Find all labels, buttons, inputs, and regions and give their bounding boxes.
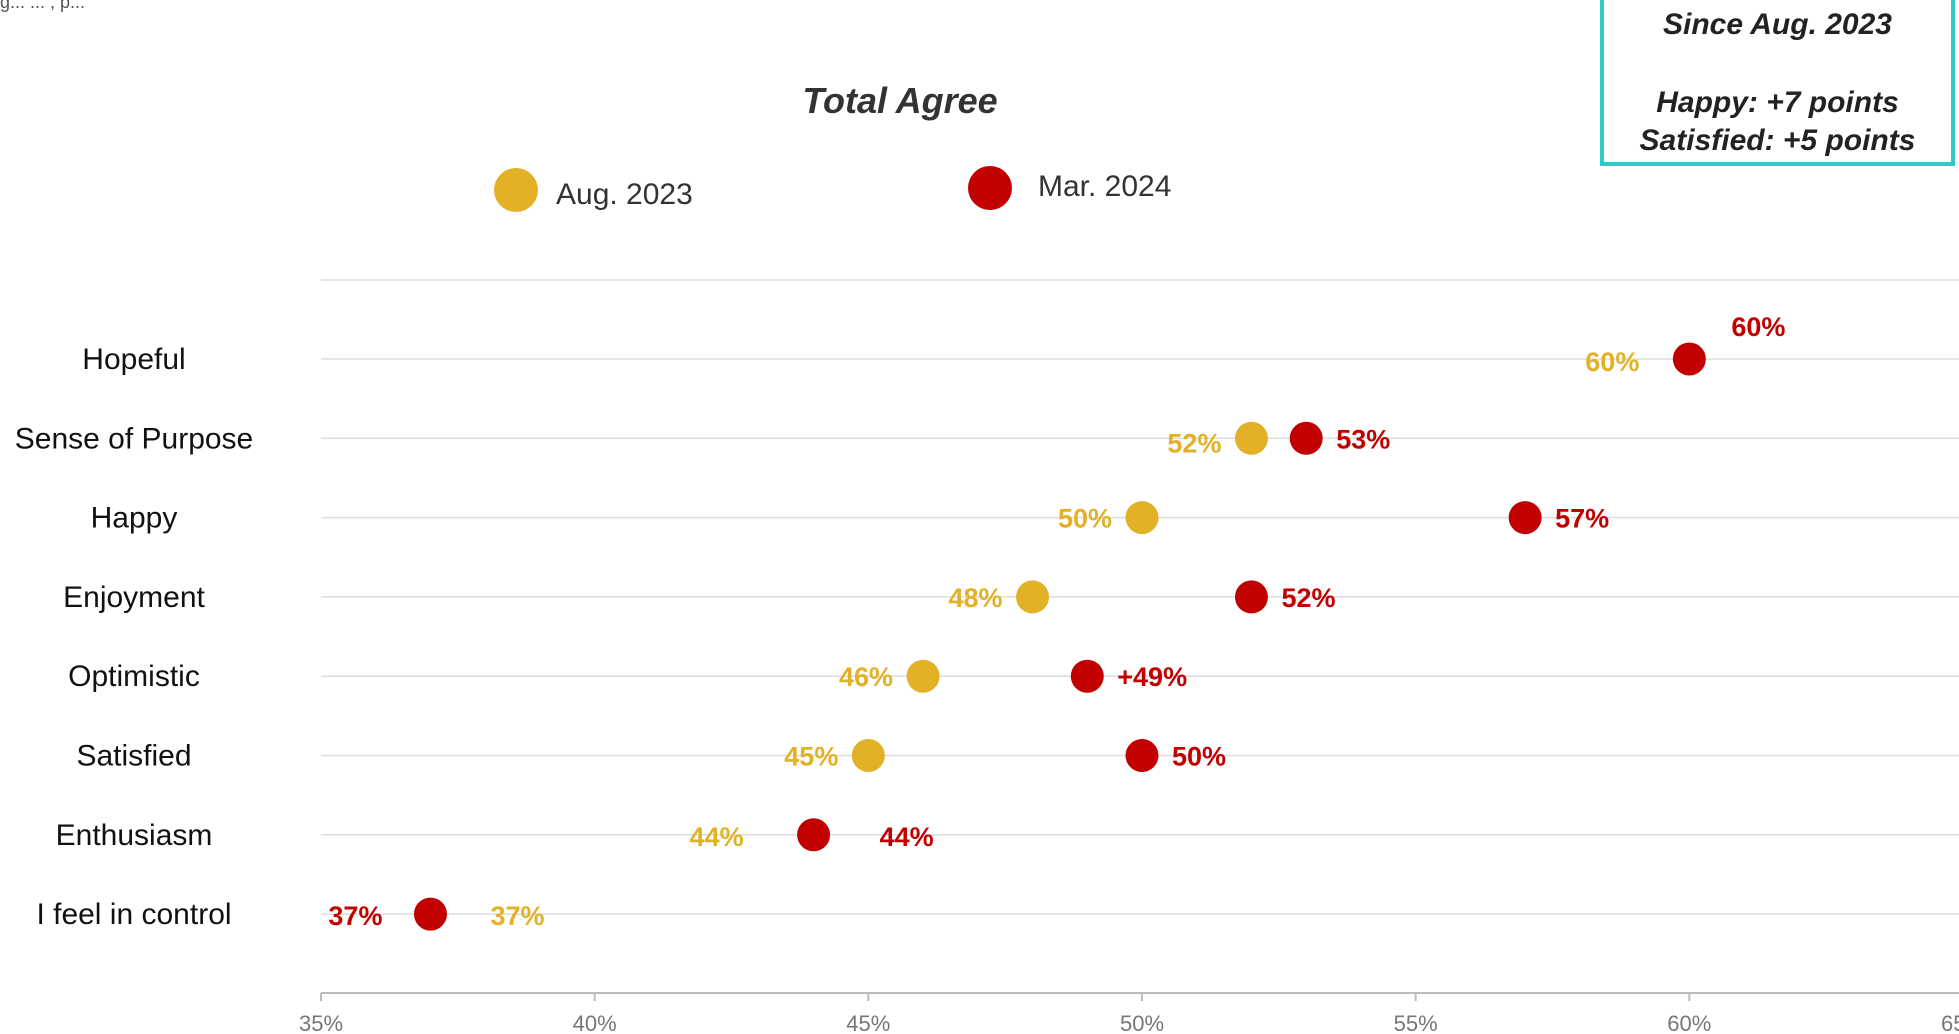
data-label-aug-2023: 50% <box>1058 504 1112 534</box>
data-label-mar-2024: 53% <box>1336 424 1390 454</box>
dot-mar-2024 <box>797 818 831 852</box>
dot-mar-2024 <box>413 897 447 931</box>
category-label: Hopeful <box>82 343 185 376</box>
data-label-aug-2023: 60% <box>1585 347 1639 377</box>
callout-line-happy: Happy: +7 points <box>1656 86 1899 119</box>
chart-title: Total Agree <box>802 80 998 121</box>
dot-mar-2024 <box>1070 659 1104 693</box>
data-label-mar-2024: 60% <box>1731 312 1785 342</box>
category-label: Enjoyment <box>63 581 205 614</box>
dot-aug-2023 <box>1125 501 1159 535</box>
dot-aug-2023 <box>1016 580 1050 614</box>
data-label-aug-2023: 52% <box>1167 428 1221 458</box>
dot-mar-2024 <box>1672 342 1706 376</box>
data-label-aug-2023: 46% <box>839 662 893 692</box>
x-tick-label: 35% <box>299 1011 343 1034</box>
dot-mar-2024 <box>1508 501 1542 535</box>
category-label: Enthusiasm <box>56 819 213 852</box>
data-label-aug-2023: 37% <box>490 901 544 931</box>
callout-box: Since Aug. 2023 Happy: +7 points Satisfi… <box>1600 0 1955 166</box>
x-tick-label: 50% <box>1120 1011 1164 1034</box>
data-label-mar-2024: 57% <box>1555 504 1609 534</box>
callout-line-satisfied: Satisfied: +5 points <box>1639 124 1916 157</box>
x-tick-label: 45% <box>846 1011 890 1034</box>
data-label-mar-2024: 44% <box>880 822 934 852</box>
category-label: Optimistic <box>68 660 200 693</box>
x-tick-label: 40% <box>573 1011 617 1034</box>
dot-aug-2023 <box>851 739 885 772</box>
data-label-mar-2024: 37% <box>328 901 382 931</box>
data-label-aug-2023: 44% <box>690 822 744 852</box>
x-tick-label: 55% <box>1394 1011 1438 1034</box>
dot-mar-2024 <box>1234 580 1268 614</box>
data-label-mar-2024: 52% <box>1281 583 1335 613</box>
dot-aug-2023 <box>1234 421 1268 455</box>
dot-mar-2024 <box>1125 739 1159 772</box>
dot-aug-2023 <box>906 659 940 693</box>
dot-mar-2024 <box>1289 421 1323 455</box>
header-fragment: g... ... , p... <box>0 0 86 12</box>
data-label-mar-2024: +49% <box>1117 662 1187 692</box>
category-label: Satisfied <box>76 740 191 773</box>
legend-dot-mar <box>968 166 1012 210</box>
data-label-aug-2023: 48% <box>948 583 1002 613</box>
x-tick-label: 65% <box>1941 1011 1959 1034</box>
legend-label-aug: Aug. 2023 <box>556 178 693 211</box>
data-label-aug-2023: 45% <box>784 742 838 772</box>
category-label: Happy <box>91 502 178 535</box>
x-tick-label: 60% <box>1667 1011 1711 1034</box>
callout-title: Since Aug. 2023 <box>1663 8 1892 41</box>
legend-dot-aug <box>494 168 538 212</box>
legend-label-mar: Mar. 2024 <box>1038 170 1172 203</box>
category-label: I feel in control <box>36 898 231 931</box>
category-label: Sense of Purpose <box>15 422 254 455</box>
data-label-mar-2024: 50% <box>1172 742 1226 772</box>
